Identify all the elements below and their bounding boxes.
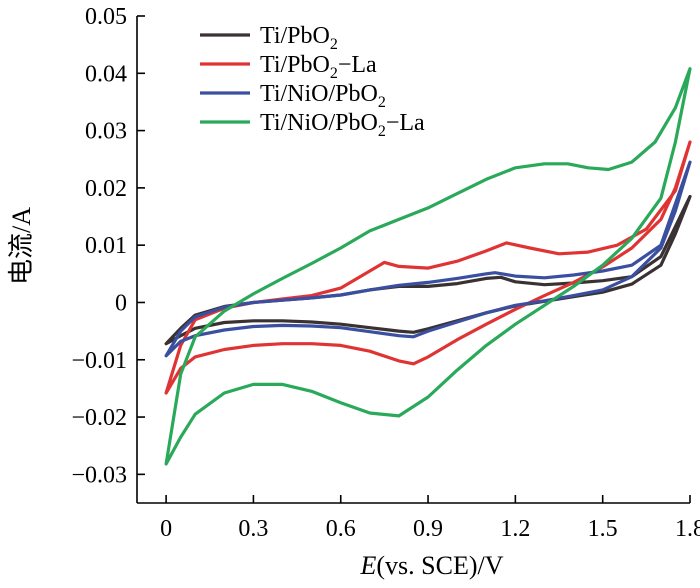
x-tick-label: 0.6: [326, 516, 356, 542]
y-tick-label: 0.03: [85, 119, 127, 145]
x-tick-label: 1.5: [588, 516, 618, 542]
y-ticks: 0.05 0.04 0.03 0.02 0.01 0 −0.01 −0.02 −0.03: [71, 4, 145, 488]
y-tick-label: 0.04: [85, 61, 127, 87]
y-tick-label: 0.02: [85, 176, 127, 202]
y-tick-label: 0: [115, 290, 127, 316]
x-tick-label: 0: [160, 516, 172, 542]
x-ticks: 0 0.3 0.6 0.9 1.2 1.5 1.8: [160, 495, 700, 542]
y-tick-label: 0.01: [85, 233, 127, 259]
series-line-2: [164, 140, 692, 395]
y-tick-label: −0.03: [71, 462, 127, 488]
y-tick-label: −0.01: [71, 348, 127, 374]
series-layer: [164, 67, 692, 466]
y-tick-label: −0.02: [71, 405, 127, 431]
legend-label: Ti/NiO/PbO2−La: [260, 110, 425, 140]
x-tick-label: 0.9: [413, 516, 443, 542]
x-axis-title-italic: E: [359, 551, 376, 580]
x-tick-label: 1.8: [675, 516, 700, 542]
x-tick-label: 0.3: [238, 516, 268, 542]
y-tick-label: 0.05: [85, 4, 127, 30]
legend-label: Ti/NiO/PbO2: [260, 81, 386, 111]
x-tick-label: 1.2: [500, 516, 530, 542]
legend: Ti/PbO2Ti/PbO2−LaTi/NiO/PbO2Ti/NiO/PbO2−…: [200, 23, 425, 140]
series-line-3: [164, 160, 692, 358]
y-axis-title: 电流/A: [7, 207, 36, 285]
x-axis-title: E(vs. SCE)/V: [359, 551, 503, 580]
x-axis-title-rest: (vs. SCE)/V: [376, 551, 503, 580]
series-line-4: [164, 67, 692, 466]
legend-label: Ti/PbO2: [260, 23, 338, 53]
legend-label: Ti/PbO2−La: [260, 52, 377, 82]
